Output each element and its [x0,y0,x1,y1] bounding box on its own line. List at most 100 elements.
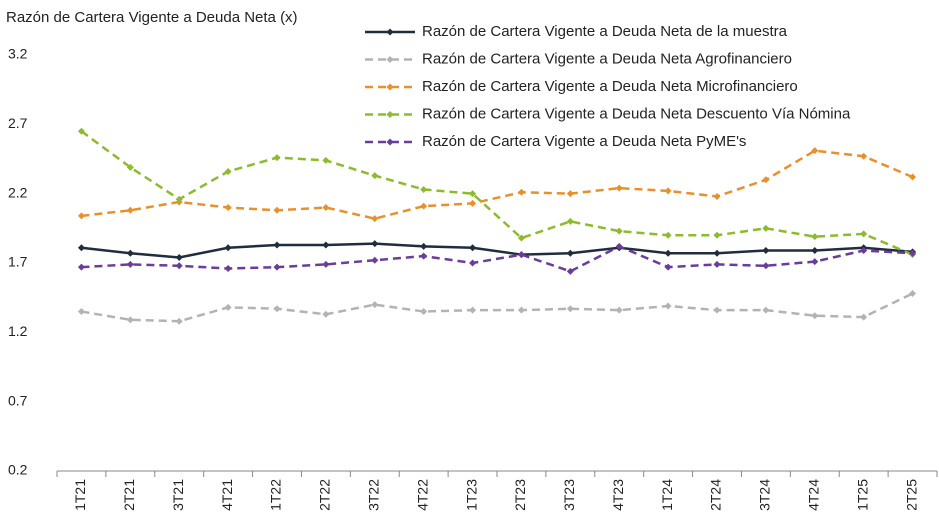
series-line [81,149,914,220]
point [371,172,379,180]
point [126,163,134,171]
series-line [81,292,914,323]
point [615,306,623,314]
point [517,306,525,314]
point [322,260,330,268]
point [811,147,819,155]
point [371,240,379,248]
point [762,306,770,314]
x-tick-label: 2T24 [708,479,724,511]
legend-label: Razón de Cartera Vigente a Deuda Neta De… [422,105,851,122]
x-tick-label: 4T21 [219,479,235,511]
x-tick-label: 1T24 [659,479,675,511]
point [664,302,672,310]
point [664,263,672,271]
point [420,186,428,194]
point [322,310,330,318]
point [664,249,672,257]
point [224,167,232,175]
point [469,199,477,207]
point [566,267,574,275]
point [224,204,232,212]
point [713,249,721,257]
point [175,262,183,270]
point [420,252,428,260]
point [224,265,232,273]
legend-marker [386,83,394,91]
point [566,217,574,225]
point [322,241,330,249]
point [126,249,134,257]
point [273,206,281,214]
point [77,263,85,271]
point [909,249,917,257]
point [175,253,183,261]
point [273,305,281,313]
legend-marker [386,111,394,118]
point [811,233,819,241]
point [860,230,868,238]
point [420,242,428,250]
point [517,251,525,259]
point [77,212,85,220]
y-tick-label: 1.7 [8,254,28,270]
point [909,290,917,298]
point [713,231,721,239]
point [273,263,281,271]
point [713,192,721,200]
point [860,152,868,160]
legend-marker [386,28,394,36]
y-tick-label: 3.2 [8,46,28,62]
y-tick-label: 2.7 [8,115,28,131]
point [273,241,281,249]
point [615,242,623,250]
point [811,312,819,320]
y-tick-label: 0.7 [8,392,28,408]
y-tick-label: 2.2 [8,184,28,200]
x-tick-label: 4T23 [610,479,626,511]
point [566,190,574,198]
point [615,184,623,192]
x-tick-label: 4T24 [805,479,821,511]
x-tick-label: 2T21 [121,479,137,511]
legend-label: Razón de Cartera Vigente a Deuda Neta Mi… [422,78,798,95]
point [77,127,85,135]
point [420,308,428,316]
point [566,305,574,313]
point [77,308,85,316]
x-tick-label: 2T25 [903,479,919,511]
point [77,244,85,252]
point [371,215,379,223]
point [469,190,477,198]
chart-title: Razón de Cartera Vigente a Deuda Neta (x… [6,9,298,26]
point [811,258,819,266]
point [762,247,770,255]
point [860,247,868,255]
x-tick-label: 2T23 [512,479,528,511]
point [371,301,379,309]
x-tick-label: 3T23 [561,479,577,511]
point [126,316,134,324]
point [322,204,330,212]
legend-marker [386,138,394,146]
point [762,224,770,232]
point [371,256,379,264]
point [224,244,232,252]
x-tick-label: 3T22 [365,479,381,511]
series-line [80,130,914,256]
point [175,317,183,325]
point [664,187,672,195]
point [762,262,770,270]
y-tick-label: 1.2 [8,323,28,339]
legend-marker [386,56,394,63]
point [469,259,477,267]
point [664,231,672,239]
point [322,156,330,164]
point [126,206,134,214]
point [469,244,477,252]
series-line [81,242,913,259]
x-tick-label: 3T21 [170,479,186,511]
point [224,303,232,311]
x-tick-label: 1T21 [72,479,88,511]
